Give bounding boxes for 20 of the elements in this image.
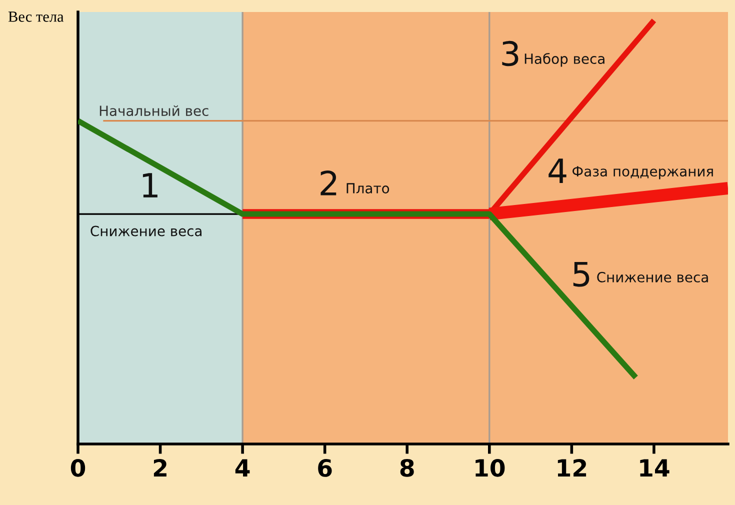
x-tick-label: 4: [235, 459, 250, 477]
annotation: 2: [320, 170, 336, 196]
ref-line-label: Начальный вес: [100, 105, 208, 116]
annotation: 1: [142, 173, 158, 198]
x-tick-label: 2: [154, 459, 166, 477]
annotation: 4: [548, 158, 566, 183]
x-tick-label: 8: [400, 459, 414, 477]
annotation: Снижение веса: [90, 226, 202, 236]
annotation: 3: [502, 40, 518, 66]
annotation: Фаза поддержания: [572, 166, 713, 180]
annotation: Плато: [346, 183, 390, 194]
x-tick-label: 10: [476, 459, 505, 477]
annotation: Набор веса: [524, 53, 604, 67]
x-tick-label: 6: [318, 459, 332, 477]
annotation: Снижение веса: [597, 272, 708, 282]
x-tick-label: 0: [70, 459, 86, 477]
x-tick-label: 12: [558, 459, 586, 477]
annotation: 5: [573, 262, 590, 287]
y-axis-title: Вес тела: [8, 12, 64, 22]
x-tick-label: 14: [640, 459, 670, 477]
